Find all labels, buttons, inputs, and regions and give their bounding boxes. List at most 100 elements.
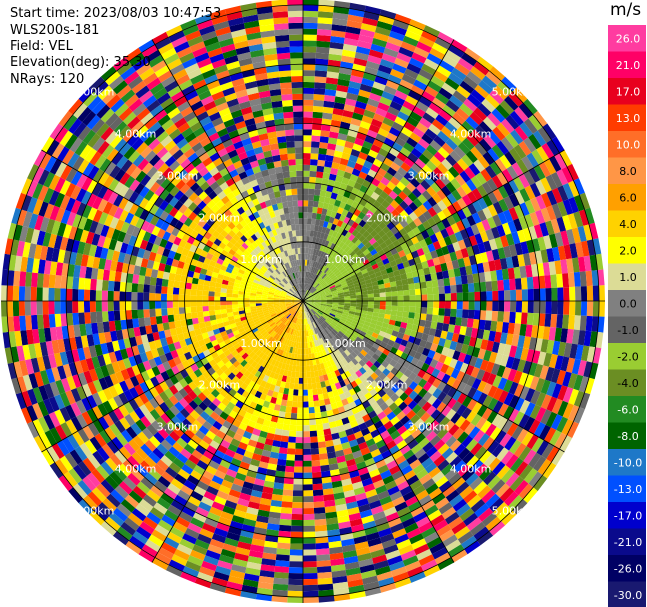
- range-gate: [407, 363, 416, 372]
- range-gate: [422, 210, 433, 221]
- range-gate: [390, 286, 398, 292]
- range-gate: [352, 279, 360, 285]
- range-gate: [449, 316, 457, 326]
- range-gate: [453, 129, 467, 142]
- range-gate: [369, 388, 378, 397]
- range-gate: [586, 301, 594, 317]
- range-gate: [347, 315, 354, 321]
- range-gate: [375, 484, 388, 495]
- range-gate: [411, 404, 422, 415]
- range-gate: [66, 301, 73, 314]
- range-gate: [420, 179, 431, 191]
- range-gate: [387, 106, 400, 117]
- range-gate: [331, 570, 347, 578]
- range-gate: [244, 512, 258, 522]
- range-gate: [297, 312, 300, 319]
- range-gate: [481, 75, 498, 90]
- range-gate: [382, 208, 391, 218]
- range-gate: [324, 342, 330, 349]
- range-gate: [482, 382, 493, 396]
- range-gate: [403, 121, 416, 133]
- range-gate: [486, 340, 495, 352]
- range-gate: [304, 283, 306, 290]
- range-gate: [272, 409, 280, 417]
- range-gate: [437, 391, 447, 402]
- range-gate: [435, 344, 444, 355]
- range-gate: [329, 41, 344, 50]
- radial-velocity-field: [1, 0, 605, 603]
- range-gate: [355, 224, 363, 232]
- range-gate: [197, 311, 204, 318]
- range-gate: [437, 315, 445, 324]
- range-gate: [583, 330, 592, 347]
- range-gate: [303, 253, 306, 260]
- range-gate: [409, 301, 416, 307]
- range-gate: [320, 302, 327, 305]
- range-gate: [303, 454, 312, 461]
- range-gate: [311, 315, 316, 322]
- range-gate: [413, 375, 423, 385]
- range-gate: [338, 234, 345, 242]
- range-gate: [307, 278, 311, 285]
- range-gate: [213, 495, 227, 506]
- range-gate: [536, 146, 550, 162]
- range-gate: [312, 346, 317, 354]
- range-gate: [364, 526, 378, 536]
- range-gate: [418, 378, 428, 388]
- range-gate: [307, 311, 312, 318]
- range-gate: [144, 276, 151, 285]
- range-gate: [384, 355, 393, 364]
- range-gate: [421, 333, 429, 342]
- range-gate: [415, 516, 431, 528]
- range-gate: [503, 245, 512, 258]
- range-gate: [444, 285, 451, 294]
- range-gate: [42, 314, 50, 329]
- range-gate: [316, 363, 322, 371]
- range-gate: [489, 426, 502, 441]
- range-gate: [384, 238, 393, 247]
- range-gate: [449, 133, 463, 147]
- range-gate: [342, 447, 353, 456]
- range-gate: [310, 224, 315, 231]
- range-gate: [403, 301, 410, 307]
- range-gate: [272, 488, 284, 496]
- range-gate: [385, 230, 394, 239]
- range-gate: [573, 194, 585, 212]
- range-gate: [349, 260, 356, 267]
- range-gate: [374, 420, 384, 430]
- range-gate: [499, 487, 515, 502]
- range-gate: [357, 40, 372, 50]
- range-gate: [492, 375, 502, 388]
- range-gate: [550, 314, 558, 328]
- range-gate: [252, 484, 264, 493]
- range-gate: [454, 231, 464, 242]
- range-gate: [418, 68, 434, 81]
- range-gate: [360, 165, 371, 175]
- range-gate: [332, 267, 339, 274]
- range-gate: [349, 306, 356, 310]
- range-gate: [445, 435, 457, 448]
- range-gate: [331, 432, 340, 440]
- range-gate: [332, 299, 339, 301]
- range-gate: [319, 405, 327, 413]
- range-gate: [394, 231, 403, 240]
- range-gate: [320, 301, 327, 304]
- range-gate: [443, 356, 453, 366]
- range-gate: [309, 323, 313, 330]
- range-gate: [343, 555, 359, 565]
- range-gate: [328, 216, 335, 224]
- range-gate: [307, 293, 313, 298]
- range-gate: [237, 541, 252, 551]
- range-gate: [247, 555, 263, 565]
- range-gate: [232, 293, 239, 298]
- range-gate: [350, 444, 361, 454]
- range-gate: [372, 454, 384, 464]
- range-gate: [541, 443, 555, 459]
- range-gate: [333, 413, 342, 422]
- range-gate: [486, 373, 497, 386]
- range-gate: [329, 313, 336, 318]
- range-gate: [324, 89, 337, 97]
- range-gate: [377, 317, 385, 323]
- range-gate: [390, 176, 400, 186]
- range-gate: [251, 453, 262, 462]
